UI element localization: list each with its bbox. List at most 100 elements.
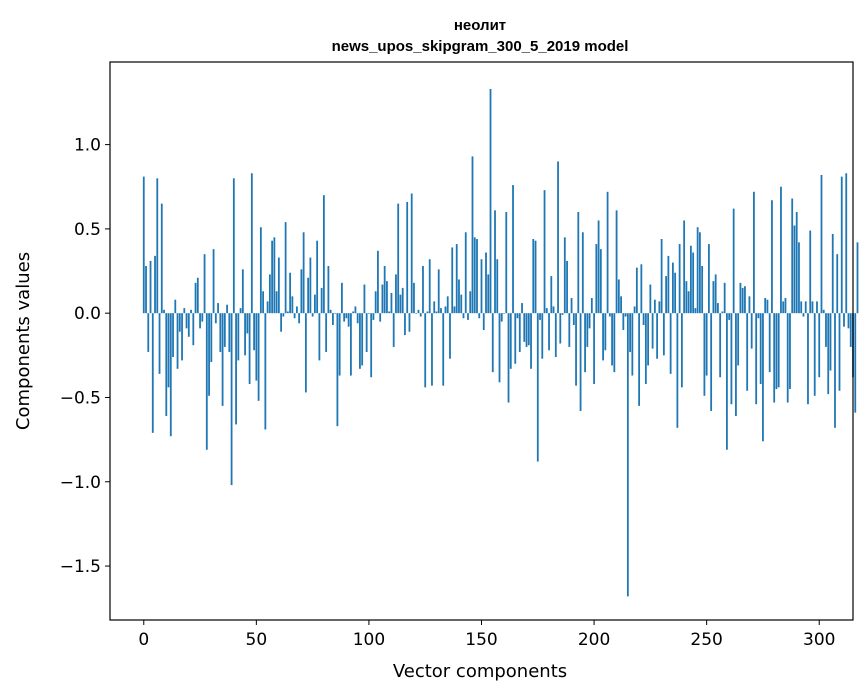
bar-190 bbox=[570, 298, 573, 314]
bar-120 bbox=[413, 282, 415, 314]
bar-20 bbox=[187, 313, 190, 337]
bar-244 bbox=[692, 252, 695, 314]
bar-37 bbox=[226, 304, 228, 314]
bar-266 bbox=[741, 287, 744, 314]
bar-286 bbox=[786, 313, 789, 403]
bar-143 bbox=[464, 232, 467, 314]
bar-238 bbox=[678, 244, 681, 314]
bar-69 bbox=[298, 313, 301, 324]
bar-179 bbox=[545, 308, 548, 314]
bar-139 bbox=[455, 244, 458, 314]
bar-96 bbox=[359, 313, 361, 369]
bar-114 bbox=[399, 294, 402, 314]
bar-176 bbox=[539, 313, 541, 320]
bar-68 bbox=[295, 306, 298, 314]
bar-99 bbox=[365, 313, 368, 352]
bar-80 bbox=[322, 195, 325, 314]
bar-305 bbox=[829, 313, 832, 371]
bar-184 bbox=[557, 161, 559, 314]
bar-87 bbox=[338, 313, 341, 376]
bar-182 bbox=[552, 306, 555, 314]
bar-199 bbox=[590, 298, 593, 314]
bar-162 bbox=[507, 313, 510, 403]
bar-25 bbox=[199, 313, 201, 329]
bar-109 bbox=[388, 311, 391, 314]
bar-26 bbox=[201, 313, 204, 322]
bar-98 bbox=[363, 284, 366, 314]
bar-36 bbox=[223, 313, 226, 347]
bar-84 bbox=[332, 313, 334, 325]
bar-297 bbox=[811, 301, 814, 314]
bar-83 bbox=[329, 309, 332, 314]
bar-55 bbox=[266, 301, 269, 314]
bar-165 bbox=[514, 313, 517, 364]
bar-76 bbox=[313, 294, 316, 314]
bar-263 bbox=[735, 313, 737, 417]
bar-306 bbox=[831, 233, 834, 314]
bar-194 bbox=[579, 313, 582, 411]
bar-31 bbox=[212, 249, 215, 314]
y-tick-label: 1.0 bbox=[74, 136, 101, 156]
bar-213 bbox=[622, 313, 625, 331]
bar-116 bbox=[404, 313, 406, 336]
bar-11 bbox=[167, 313, 170, 388]
bar-257 bbox=[721, 311, 724, 314]
x-tick-label: 0 bbox=[138, 630, 149, 650]
bar-117 bbox=[406, 201, 409, 314]
bar-133 bbox=[442, 313, 445, 386]
bar-73 bbox=[307, 277, 310, 314]
bar-291 bbox=[798, 242, 800, 314]
bar-317 bbox=[856, 242, 859, 314]
bar-51 bbox=[257, 313, 260, 401]
bar-200 bbox=[593, 313, 595, 384]
bar-62 bbox=[282, 313, 285, 317]
bar-108 bbox=[386, 281, 388, 314]
bar-191 bbox=[572, 313, 575, 325]
bar-205 bbox=[604, 313, 607, 351]
bar-289 bbox=[793, 225, 796, 314]
bar-8 bbox=[160, 203, 163, 314]
bar-49 bbox=[253, 313, 255, 351]
bar-94 bbox=[354, 306, 357, 314]
bar-146 bbox=[471, 156, 474, 314]
bars-layer bbox=[142, 88, 859, 597]
bar-47 bbox=[248, 313, 251, 384]
bar-110 bbox=[390, 292, 393, 314]
bar-67 bbox=[293, 313, 296, 319]
bar-85 bbox=[334, 313, 337, 314]
bar-161 bbox=[505, 212, 508, 314]
bar-13 bbox=[172, 313, 174, 358]
bar-18 bbox=[183, 308, 186, 314]
bar-78 bbox=[318, 313, 321, 361]
bar-75 bbox=[311, 313, 314, 317]
chart-title-line1: неолит bbox=[454, 17, 506, 34]
bar-292 bbox=[800, 301, 803, 314]
bar-281 bbox=[775, 313, 778, 390]
bar-316 bbox=[854, 313, 857, 413]
bar-267 bbox=[744, 286, 746, 314]
bar-72 bbox=[304, 313, 307, 393]
bar-248 bbox=[701, 265, 704, 314]
bar-156 bbox=[494, 210, 496, 314]
bar-271 bbox=[753, 191, 755, 314]
bar-302 bbox=[822, 309, 825, 314]
bar-274 bbox=[759, 313, 762, 384]
bar-40 bbox=[232, 178, 235, 314]
bar-240 bbox=[683, 220, 686, 314]
bar-186 bbox=[561, 313, 564, 315]
bar-269 bbox=[748, 296, 751, 314]
bar-252 bbox=[710, 313, 713, 411]
bar-121 bbox=[415, 313, 418, 314]
bar-150 bbox=[480, 259, 483, 314]
bar-137 bbox=[451, 247, 454, 314]
bar-81 bbox=[325, 313, 328, 352]
bar-256 bbox=[719, 313, 722, 378]
bar-303 bbox=[825, 313, 827, 347]
bar-12 bbox=[169, 313, 172, 437]
x-tick-label: 50 bbox=[246, 630, 268, 650]
bar-255 bbox=[717, 303, 719, 314]
x-tick-label: 150 bbox=[465, 630, 497, 650]
bar-15 bbox=[176, 313, 179, 369]
bar-172 bbox=[530, 313, 532, 369]
bar-174 bbox=[534, 240, 537, 314]
